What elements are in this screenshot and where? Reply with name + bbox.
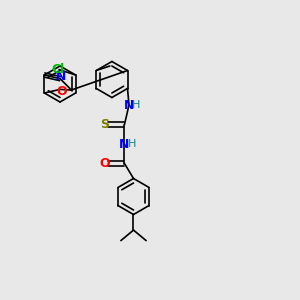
Text: O: O — [99, 157, 110, 170]
Text: Cl: Cl — [51, 62, 64, 76]
Text: N: N — [119, 137, 130, 151]
Text: N: N — [124, 98, 134, 112]
Text: H: H — [128, 139, 136, 149]
Text: H: H — [132, 100, 141, 110]
Text: S: S — [100, 118, 109, 131]
Text: O: O — [56, 85, 67, 98]
Text: N: N — [56, 70, 67, 83]
